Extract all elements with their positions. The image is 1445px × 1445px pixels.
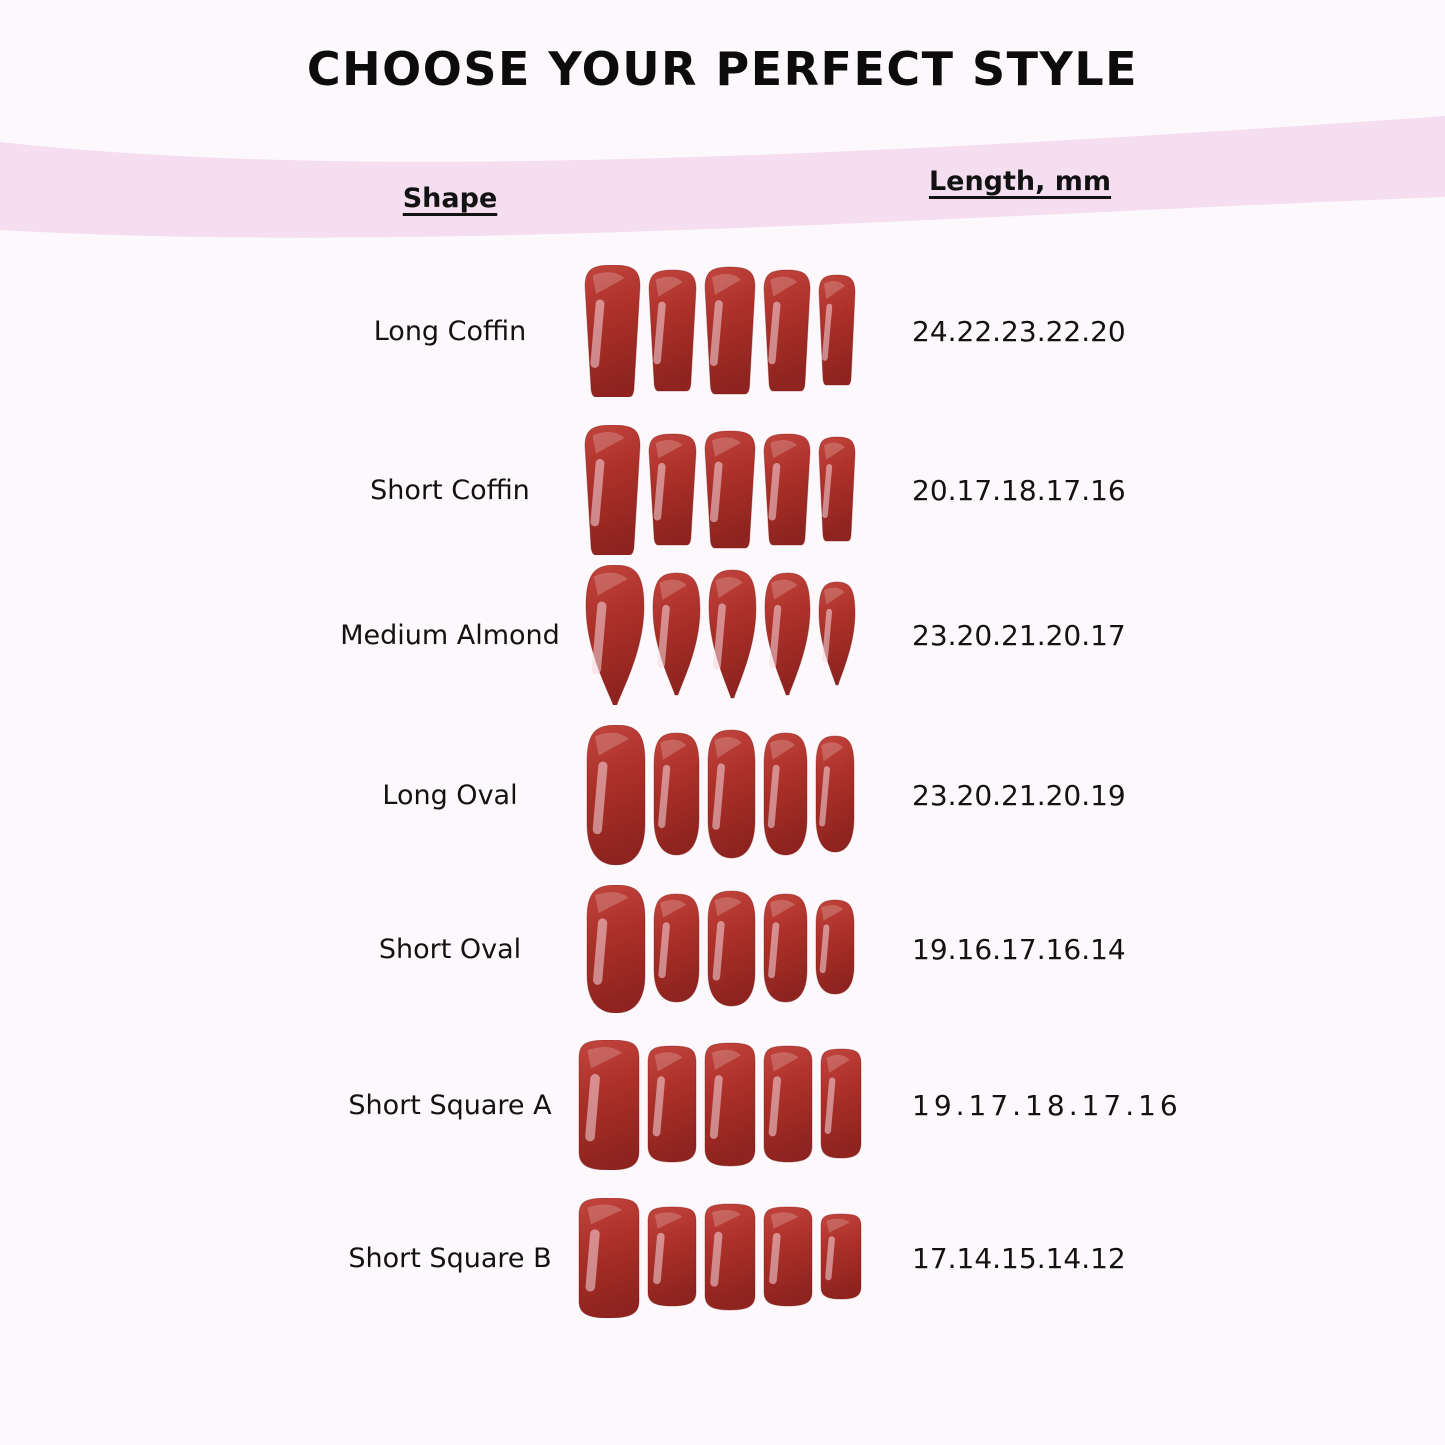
nail-set-image: [586, 725, 855, 865]
nail-set-image: [584, 265, 856, 397]
nail-set-image: [586, 885, 855, 1013]
table-row: Short Coffin 20.17.18.17.16: [0, 425, 1445, 555]
nail-set-image: [578, 1198, 862, 1318]
length-value: 19.16.17.16.14: [912, 932, 1126, 966]
length-column-header: Length, mm: [928, 166, 1112, 197]
length-value: 23.20.21.20.17: [912, 618, 1126, 652]
nail-set-image: [578, 1040, 862, 1170]
length-value: 23.20.21.20.19: [912, 778, 1126, 812]
shape-label: Medium Almond: [340, 619, 560, 651]
shape-label: Short Square B: [348, 1242, 552, 1274]
table-row: Short Square B 17.14.15.14.12: [0, 1198, 1445, 1318]
table-row: Long Coffin 24.22.23.22.20: [0, 265, 1445, 397]
pink-wave-band: [0, 116, 1445, 238]
nail-set-image: [584, 425, 856, 555]
length-value: 17.14.15.14.12: [912, 1241, 1126, 1275]
table-row: Short Oval 19.16.17.16.14: [0, 885, 1445, 1013]
shape-label: Short Square A: [348, 1089, 552, 1121]
shape-column-header: Shape: [402, 183, 498, 214]
length-value: 19.17.18.17.16: [912, 1088, 1182, 1122]
table-row: Short Square A 19.17.18.17.16: [0, 1040, 1445, 1170]
table-row: Long Oval 23.20.21.20.19: [0, 725, 1445, 865]
shape-label: Long Coffin: [373, 315, 527, 347]
shape-label: Short Oval: [378, 933, 522, 965]
shape-label: Short Coffin: [370, 474, 530, 506]
length-value: 20.17.18.17.16: [912, 473, 1126, 507]
page-title: CHOOSE YOUR PERFECT STYLE: [306, 42, 1139, 96]
shape-label: Long Oval: [382, 779, 518, 811]
table-row: Medium Almond 23.20.21.20.17: [0, 565, 1445, 705]
length-value: 24.22.23.22.20: [912, 314, 1126, 348]
nail-set-image: [585, 565, 856, 705]
